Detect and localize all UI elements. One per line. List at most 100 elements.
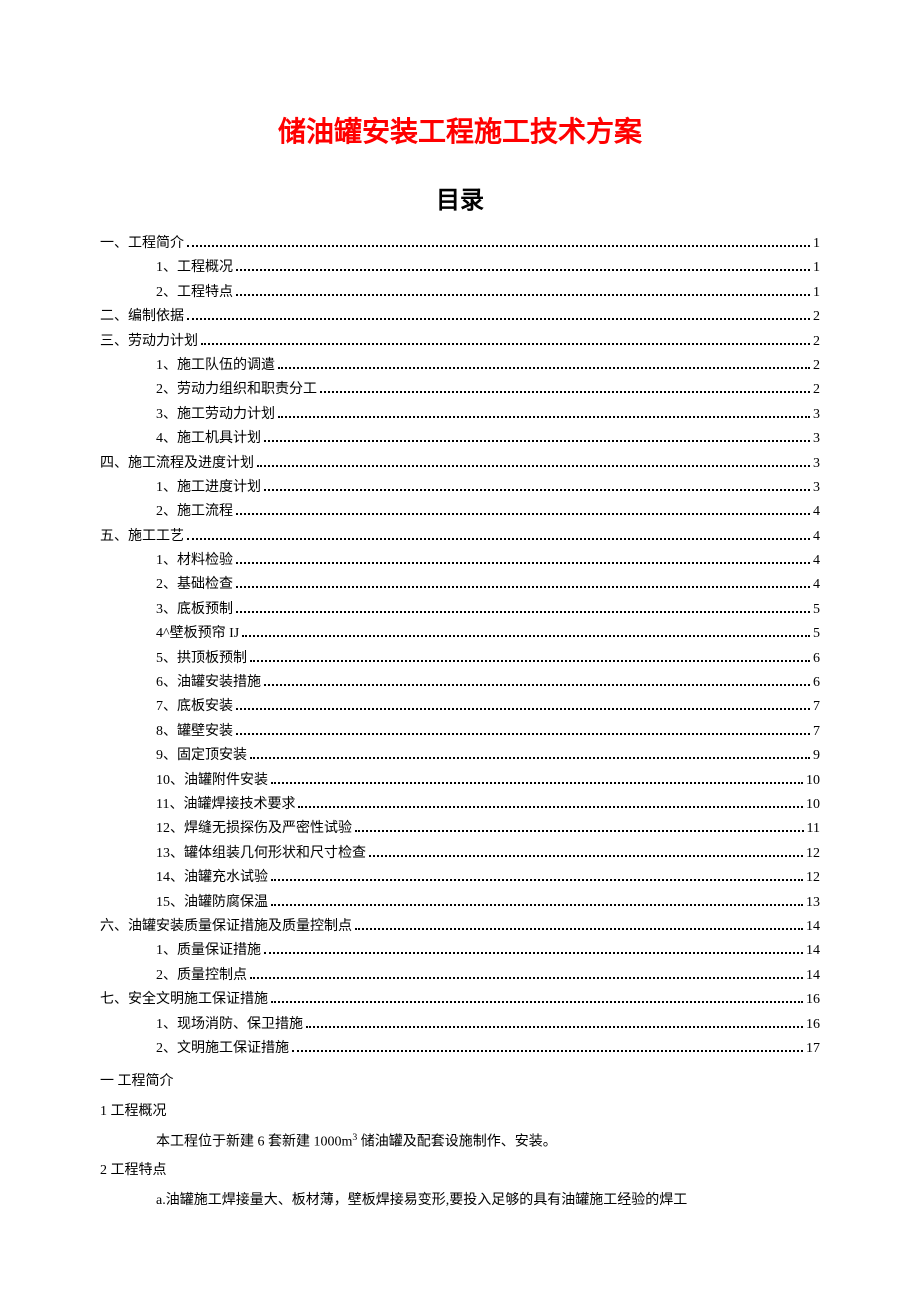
toc-page-number: 4: [813, 550, 820, 572]
toc-row: 13、罐体组装几何形状和尺寸检查 12: [100, 843, 820, 865]
toc-leader-dots: [242, 626, 810, 637]
toc-page-number: 16: [806, 989, 820, 1011]
toc-label: 2、工程特点: [156, 282, 233, 304]
toc-leader-dots: [236, 724, 810, 735]
toc-leader-dots: [236, 602, 810, 613]
toc-label: 11、油罐焊接技术要求: [156, 794, 295, 816]
toc-label: 13、罐体组装几何形状和尺寸检查: [156, 843, 366, 865]
toc-leader-dots: [264, 943, 803, 954]
toc-label: 七、安全文明施工保证措施: [100, 989, 268, 1011]
toc-leader-dots: [355, 821, 804, 832]
toc-label: 1、工程概况: [156, 257, 233, 279]
toc-label: 7、底板安装: [156, 696, 233, 718]
toc-row: 3、施工劳动力计划3: [100, 404, 820, 426]
toc-leader-dots: [250, 650, 810, 661]
toc-page-number: 3: [813, 477, 820, 499]
toc-page-number: 14: [806, 916, 820, 938]
toc-label: 3、底板预制: [156, 599, 233, 621]
toc-row: 15、油罐防腐保温 13: [100, 892, 820, 914]
toc-label: 四、施工流程及进度计划: [100, 453, 254, 475]
toc-row: 1、工程概况 1: [100, 257, 820, 279]
toc-label: 2、质量控制点: [156, 965, 247, 987]
toc-label: 2、施工流程: [156, 501, 233, 523]
document-body: 一 工程简介 1 工程概况 本工程位于新建 6 套新建 1000m3 储油罐及配…: [100, 1068, 820, 1215]
toc-page-number: 2: [813, 355, 820, 377]
toc-row: 1、施工进度计划3: [100, 477, 820, 499]
toc-page-number: 9: [813, 745, 820, 767]
toc-label: 2、劳动力组织和职责分工: [156, 379, 317, 401]
toc-page-number: 1: [813, 257, 820, 279]
toc-label: 3、施工劳动力计划: [156, 404, 275, 426]
toc-label: 10、油罐附件安装: [156, 770, 268, 792]
toc-page-number: 6: [813, 672, 820, 694]
toc-leader-dots: [278, 358, 810, 369]
toc-row: 4、施工机具计划 3: [100, 428, 820, 450]
toc-label: 1、现场消防、保卫措施: [156, 1014, 303, 1036]
toc-page-number: 3: [813, 428, 820, 450]
toc-leader-dots: [257, 455, 810, 466]
toc-leader-dots: [298, 797, 803, 808]
toc-row: 3、底板预制 5: [100, 599, 820, 621]
toc-label: 12、焊缝无损探伤及严密性试验: [156, 818, 352, 840]
toc-page-number: 17: [806, 1038, 820, 1060]
toc-page-number: 13: [806, 892, 820, 914]
toc-row: 14、油罐充水试验 12: [100, 867, 820, 889]
toc-leader-dots: [236, 553, 810, 564]
toc-leader-dots: [271, 894, 803, 905]
paragraph-1-suffix: 储油罐及配套设施制作、安装。: [357, 1135, 557, 1150]
paragraph-2: a.油罐施工焊接量大、板材薄，壁板焊接易变形,要投入足够的具有油罐施工经验的焊工: [100, 1187, 820, 1215]
toc-row: 11、油罐焊接技术要求 10: [100, 794, 820, 816]
toc-leader-dots: [250, 968, 803, 979]
toc-row: 2、工程特点1: [100, 282, 820, 304]
section-heading-1-2: 2 工程特点: [100, 1157, 820, 1185]
toc-page-number: 2: [813, 331, 820, 353]
toc-page-number: 3: [813, 453, 820, 475]
toc-row: 8、罐壁安装 7: [100, 721, 820, 743]
toc-page-number: 16: [806, 1014, 820, 1036]
toc-row: 6、油罐安装措施 6: [100, 672, 820, 694]
toc-page-number: 7: [813, 696, 820, 718]
toc-row: 七、安全文明施工保证措施 16: [100, 989, 820, 1011]
toc-page-number: 4: [813, 501, 820, 523]
toc-heading: 目录: [100, 180, 820, 215]
toc-leader-dots: [264, 431, 810, 442]
toc-page-number: 10: [806, 794, 820, 816]
toc-label: 4、施工机具计划: [156, 428, 261, 450]
toc-label: 15、油罐防腐保温: [156, 892, 268, 914]
toc-page-number: 1: [813, 233, 820, 255]
toc-page-number: 11: [807, 818, 820, 840]
toc-row: 1、施工队伍的调遣 2: [100, 355, 820, 377]
toc-row: 一、工程简介1: [100, 233, 820, 255]
toc-label: 1、施工队伍的调遣: [156, 355, 275, 377]
document-title: 储油罐安装工程施工技术方案: [100, 110, 820, 150]
toc-page-number: 14: [806, 965, 820, 987]
toc-label: 9、固定顶安装: [156, 745, 247, 767]
toc-leader-dots: [201, 333, 810, 344]
toc-label: 五、施工工艺: [100, 526, 184, 548]
toc-row: 三、劳动力计划2: [100, 331, 820, 353]
toc-leader-dots: [292, 1041, 803, 1052]
toc-row: 1、现场消防、保卫措施 16: [100, 1014, 820, 1036]
toc-label: 14、油罐充水试验: [156, 867, 268, 889]
toc-page-number: 7: [813, 721, 820, 743]
paragraph-1: 本工程位于新建 6 套新建 1000m3 储油罐及配套设施制作、安装。: [100, 1128, 820, 1157]
toc-label: 2、文明施工保证措施: [156, 1038, 289, 1060]
toc-label: 6、油罐安装措施: [156, 672, 261, 694]
toc-label: 1、材料检验: [156, 550, 233, 572]
section-heading-1-1: 1 工程概况: [100, 1098, 820, 1126]
toc-row: 9、固定顶安装 9: [100, 745, 820, 767]
toc-leader-dots: [236, 699, 810, 710]
toc-page-number: 5: [813, 623, 820, 645]
toc-page-number: 5: [813, 599, 820, 621]
toc-leader-dots: [355, 919, 803, 930]
toc-page-number: 12: [806, 867, 820, 889]
toc-label: 8、罐壁安装: [156, 721, 233, 743]
toc-row: 2、劳动力组织和职责分工2: [100, 379, 820, 401]
toc-row: 四、施工流程及进度计划 3: [100, 453, 820, 475]
toc-page-number: 12: [806, 843, 820, 865]
toc-row: 2、文明施工保证措施 17: [100, 1038, 820, 1060]
toc-row: 2、基础检查4: [100, 574, 820, 596]
toc-row: 1、材料检验 4: [100, 550, 820, 572]
toc-label: 5、拱顶板预制: [156, 648, 247, 670]
toc-row: 二、编制依据2: [100, 306, 820, 328]
